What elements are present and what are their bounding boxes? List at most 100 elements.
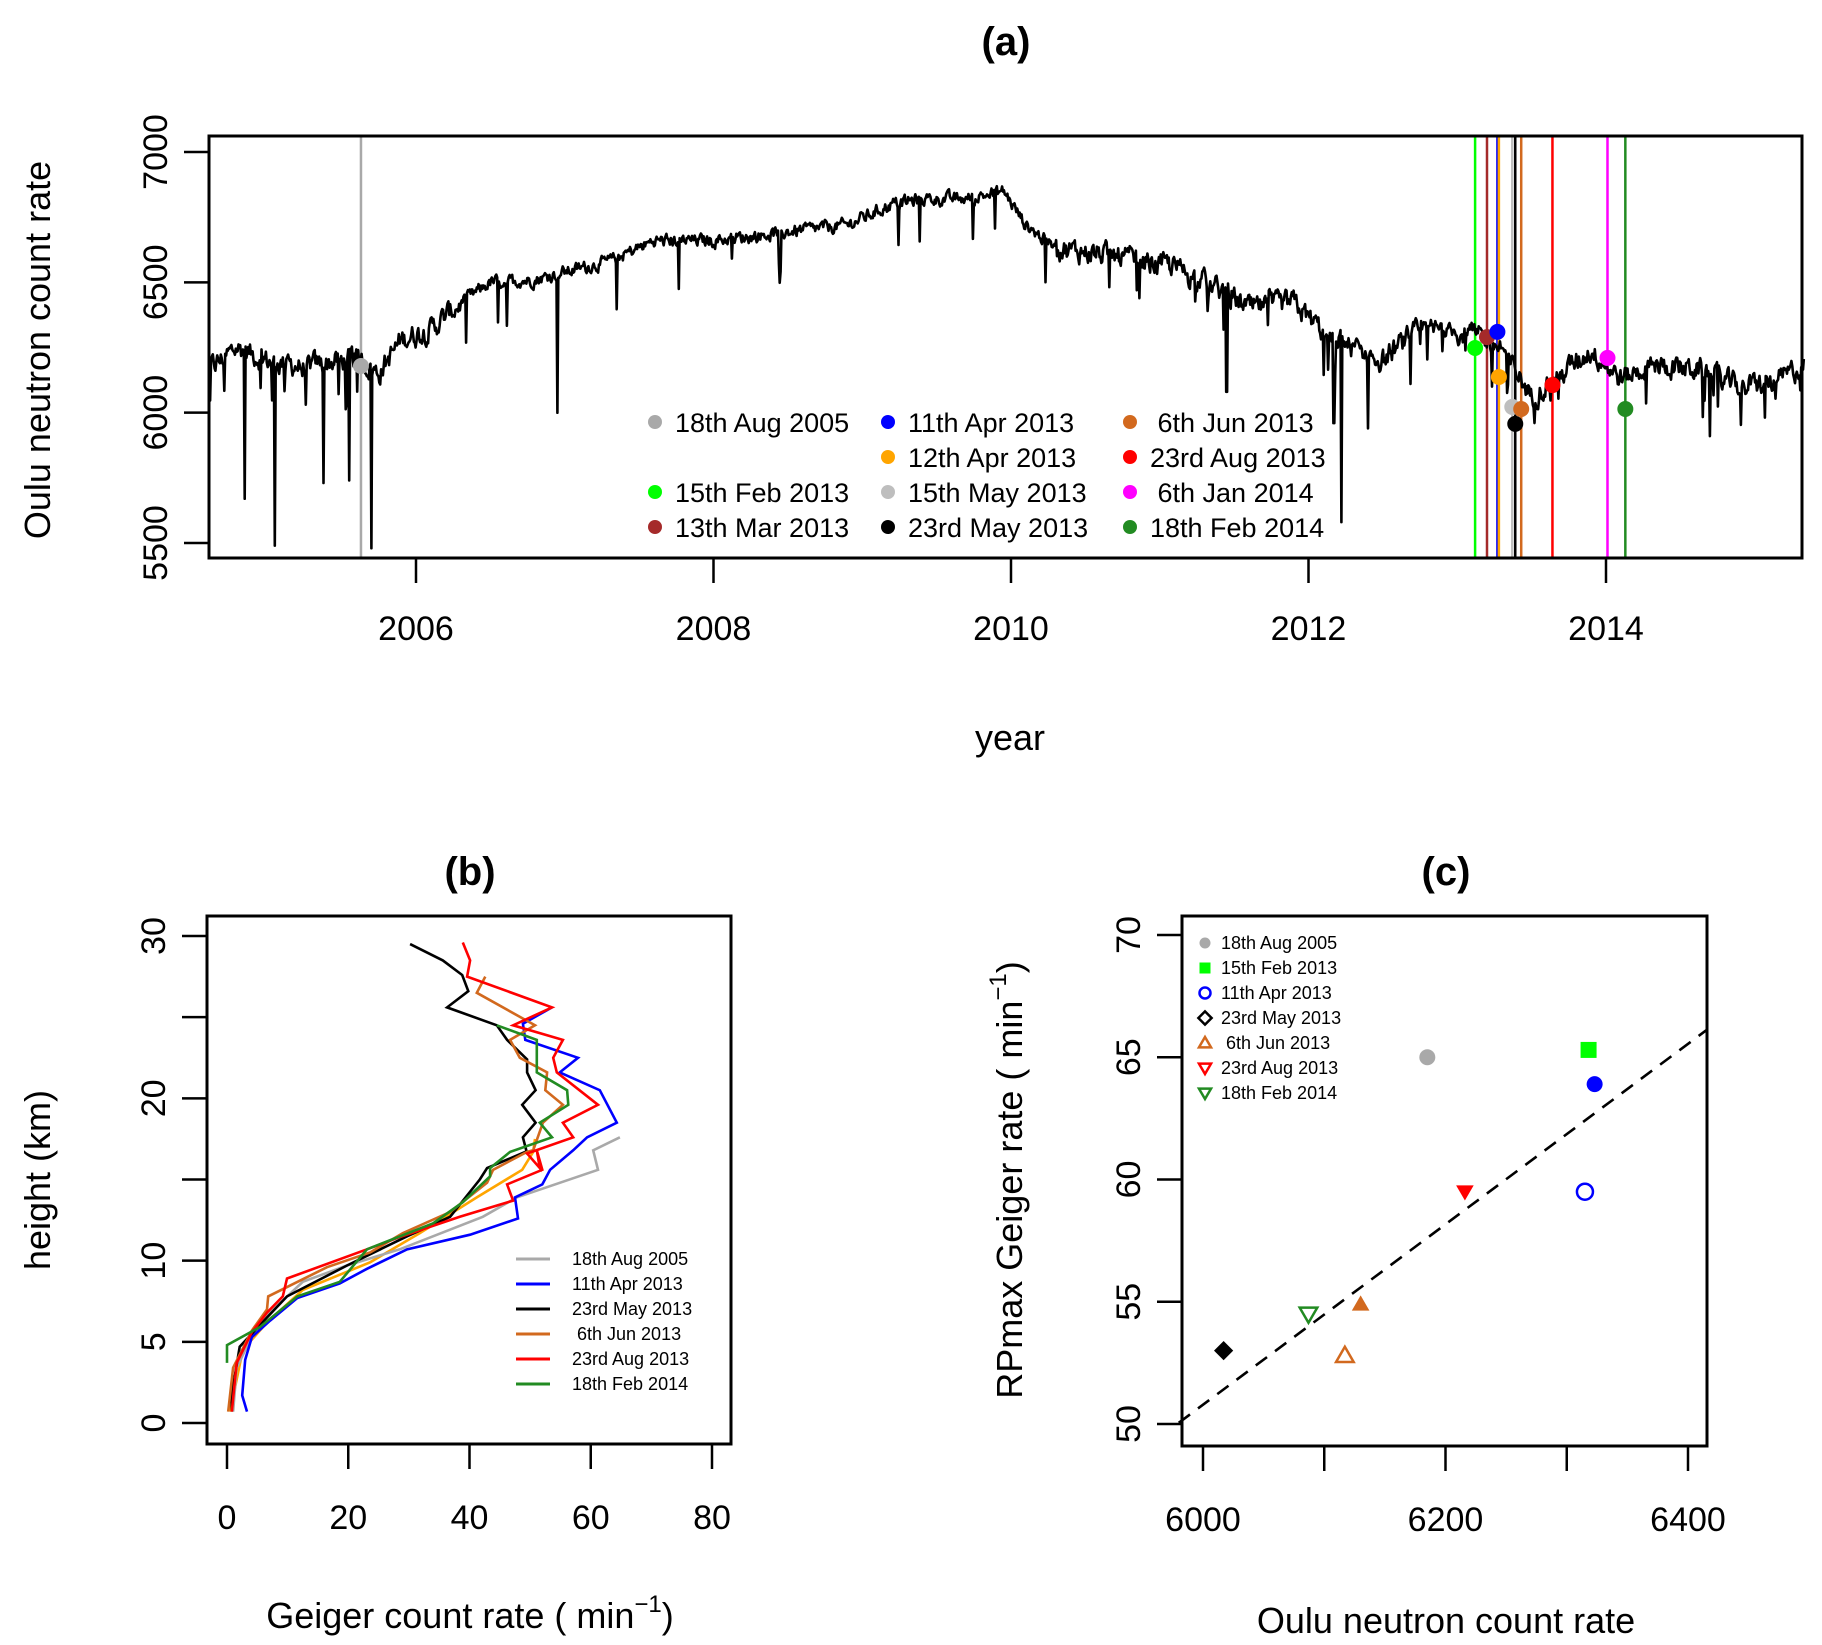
panel-a: (a) 2006 2008 2010 2012 2014 5500 6000 6500 7000…: [17, 20, 1806, 758]
panel-b: (b) 0 20 40 60 80 0 5 10 20 30 18th Aug 2005 11th A…: [17, 850, 733, 1636]
y-tick-label: 65: [1110, 1038, 1148, 1076]
panel-a-ylabel: Oulu neutron count rate: [17, 161, 58, 539]
panel-c: (c) 6000 6200 6400 50 55 60 65 70 18th Aug 2005 1…: [985, 850, 1726, 1641]
profile-line-4: [230, 942, 601, 1412]
marker-point-0: [352, 358, 369, 375]
panel-a-xlabel: year: [975, 717, 1045, 758]
fit-line-dashed: [1177, 1029, 1707, 1424]
x-tick-label: 2014: [1568, 610, 1644, 648]
y-tick-label: 10: [135, 1242, 173, 1280]
panel-c-ylabel-end: ): [989, 961, 1030, 973]
scatter-point-1: [1580, 1041, 1597, 1058]
profile-line-0: [231, 1136, 621, 1412]
y-tick-label: 7000: [137, 114, 175, 190]
scatter-point-0: [1419, 1049, 1436, 1066]
marker-point-6: [1507, 415, 1524, 432]
legend-a-label: 15th May 2013: [908, 478, 1087, 508]
y-tick-label: 60: [1110, 1161, 1148, 1199]
legend-c-label: 15th Feb 2013: [1221, 958, 1337, 978]
scatter-point-8: [1297, 1306, 1320, 1326]
y-tick-label: 55: [1110, 1283, 1148, 1321]
panel-b-xlabel-end: ): [662, 1595, 674, 1636]
profile-line-1: [240, 1006, 619, 1412]
legend-c-label: 6th Jun 2013: [1221, 1033, 1330, 1053]
panel-c-plot-area: 6000 6200 6400 50 55 60 65 70 18th Aug 2005 15th …: [1110, 914, 1726, 1539]
legend-a-label: 15th Feb 2013: [675, 478, 849, 508]
legend-c-label: 18th Feb 2014: [1221, 1083, 1337, 1103]
scatter-point-3: [1575, 1182, 1595, 1201]
legend-a-label: 12th Apr 2013: [908, 443, 1076, 473]
legend-a-swatch: [1123, 485, 1137, 499]
y-tick-label: 0: [135, 1414, 173, 1433]
profile-line-5: [225, 1024, 570, 1363]
legend-c-label: 23rd May 2013: [1221, 1008, 1341, 1028]
legend-c-swatch: [1199, 962, 1211, 974]
marker-point-9: [1599, 349, 1616, 366]
legend-a-swatch: [648, 520, 662, 534]
y-tick-label: 6500: [137, 245, 175, 321]
y-tick-label: 50: [1110, 1405, 1148, 1443]
panel-c-ylabel-main: RPmax Geiger rate ( min: [989, 1001, 1030, 1399]
x-tick-label: 0: [218, 1499, 237, 1537]
legend-b-label: 6th Jun 2013: [572, 1324, 681, 1344]
legend-b-label: 23rd May 2013: [572, 1299, 692, 1319]
x-tick-label: 2012: [1271, 610, 1347, 648]
marker-point-1: [1467, 340, 1484, 357]
scatter-point-4: [1214, 1341, 1234, 1361]
marker-point-3: [1489, 323, 1506, 340]
legend-c-label: 11th Apr 2013: [1221, 983, 1332, 1003]
legend-a-label: 6th Jan 2014: [1150, 478, 1314, 508]
legend-a-swatch: [648, 415, 662, 429]
x-tick-label: 40: [451, 1499, 489, 1537]
legend-a-label: 18th Feb 2014: [1150, 513, 1324, 543]
x-tick-label: 20: [329, 1499, 367, 1537]
legend-c-label: 18th Aug 2005: [1221, 933, 1337, 953]
panel-c-title: (c): [1422, 850, 1471, 894]
legend-a-label: 13th Mar 2013: [675, 513, 849, 543]
legend-b-label: 23rd Aug 2013: [572, 1349, 689, 1369]
legend-c-swatch: [1198, 986, 1212, 1000]
y-tick-label: 6000: [137, 375, 175, 451]
scatter-point-5: [1351, 1295, 1370, 1311]
legend-c-label: 23rd Aug 2013: [1221, 1058, 1338, 1078]
panel-c-xlabel: Oulu neutron count rate: [1257, 1600, 1635, 1641]
panel-a-title: (a): [982, 20, 1031, 64]
x-tick-label: 2006: [378, 610, 454, 648]
y-tick-label: 5: [135, 1332, 173, 1351]
legend-a-label: 23rd Aug 2013: [1150, 443, 1326, 473]
panel-b-xlabel-sup: −1: [634, 1591, 661, 1618]
panel-c-ylabel: RPmax Geiger rate ( min−1): [985, 961, 1030, 1398]
legend-a-swatch: [881, 520, 895, 534]
scatter-point-6: [1333, 1344, 1356, 1364]
marker-point-8: [1544, 377, 1561, 394]
x-tick-label: 80: [693, 1499, 731, 1537]
scatter-point-2: [1586, 1076, 1603, 1093]
scatter-point-7: [1456, 1185, 1474, 1201]
profile-line-6: [228, 1138, 537, 1412]
legend-c-swatch: [1196, 1087, 1214, 1102]
legend-a-label: 6th Jun 2013: [1150, 408, 1314, 438]
panel-c-ylabel-sup: −1: [985, 973, 1012, 1000]
legend-a-swatch: [881, 485, 895, 499]
panel-b-xlabel-main: Geiger count rate ( min: [266, 1595, 634, 1636]
legend-c-swatch: [1196, 1062, 1214, 1077]
neutron-count-series: [207, 184, 1806, 550]
legend-a-swatch: [1123, 450, 1137, 464]
legend-b-label: 18th Feb 2014: [572, 1374, 688, 1394]
x-tick-label: 2010: [973, 610, 1049, 648]
x-tick-label: 6400: [1650, 1501, 1726, 1539]
panel-b-plot-area: 0 20 40 60 80 0 5 10 20 30 18th Aug 2005 11th Apr 2…: [135, 914, 733, 1537]
panel-a-frame: [207, 134, 1804, 560]
legend-a-swatch: [881, 415, 895, 429]
legend-a-swatch: [881, 450, 895, 464]
legend-a-label: 11th Apr 2013: [908, 408, 1074, 438]
panel-a-plot-area: 2006 2008 2010 2012 2014 5500 6000 6500 7000 18th…: [137, 114, 1806, 648]
x-tick-label: 2008: [676, 610, 752, 648]
y-tick-label: 70: [1110, 916, 1148, 954]
y-tick-label: 30: [135, 917, 173, 955]
marker-point-4: [1490, 368, 1507, 385]
profile-line-3: [226, 975, 565, 1412]
x-tick-label: 6000: [1165, 1501, 1241, 1539]
legend-a-swatch: [1123, 415, 1137, 429]
legend-a-swatch: [648, 485, 662, 499]
